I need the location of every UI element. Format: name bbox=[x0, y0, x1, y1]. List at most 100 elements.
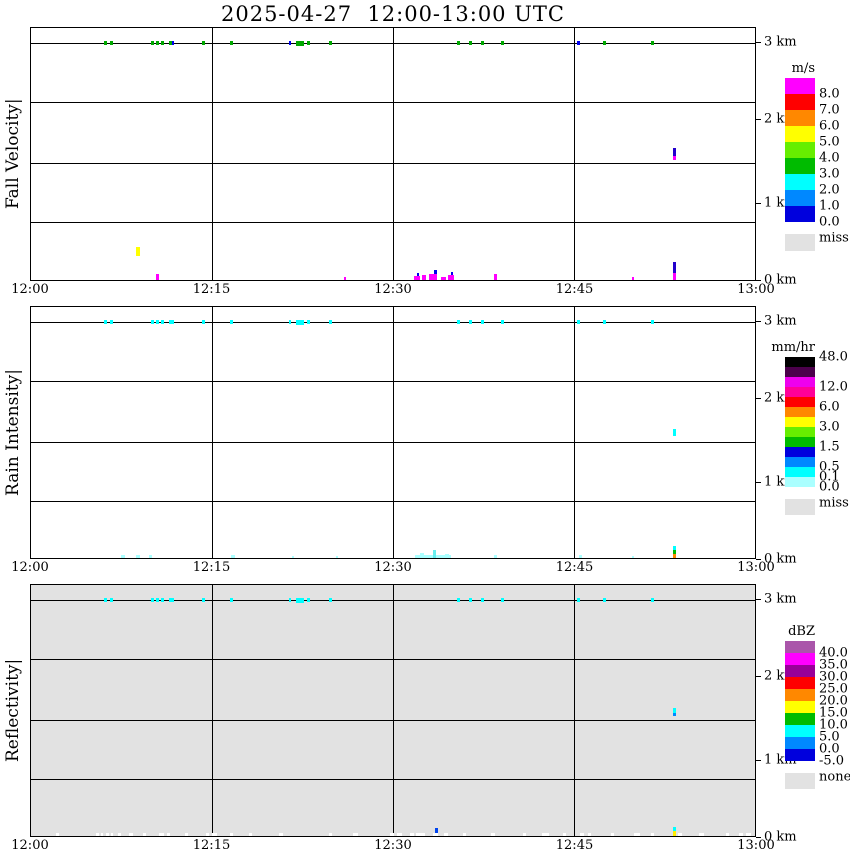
km-tick bbox=[756, 280, 761, 281]
echo-mark bbox=[229, 320, 233, 324]
echo-mark bbox=[56, 833, 60, 836]
time-gridline bbox=[574, 28, 575, 280]
time-tick-label: 12:45 bbox=[555, 560, 594, 575]
colorbar-value-label: 48.0 bbox=[819, 349, 848, 365]
colorbar-missing-cell bbox=[785, 499, 815, 515]
echo-mark bbox=[328, 833, 332, 836]
echo-mark bbox=[101, 833, 104, 836]
colorbar-missing-label: none bbox=[819, 769, 850, 785]
time-gridline bbox=[212, 307, 213, 558]
echo-mark bbox=[156, 320, 160, 324]
echo-mark bbox=[148, 555, 152, 558]
echo-mark bbox=[278, 833, 283, 836]
echo-mark bbox=[494, 555, 498, 558]
echo-mark bbox=[105, 833, 109, 836]
colorbar-cell bbox=[785, 94, 815, 110]
echo-mark bbox=[523, 833, 527, 836]
echo-mark bbox=[650, 41, 654, 45]
echo-mark bbox=[419, 553, 424, 558]
colorbar-cell bbox=[785, 665, 815, 677]
echo-mark bbox=[296, 41, 305, 46]
colorbar-value-label: 15.0 bbox=[819, 705, 848, 721]
echo-mark bbox=[456, 598, 460, 602]
colorbar-cell bbox=[785, 377, 815, 387]
km-tick bbox=[756, 676, 761, 677]
colorbar-missing-cell bbox=[785, 773, 815, 789]
km-tick-label: 3 km bbox=[764, 34, 797, 50]
reflectivity-panel bbox=[30, 584, 756, 837]
colorbar-missing-label: miss bbox=[819, 230, 849, 246]
colorbar-value-label: 0.0 bbox=[819, 479, 840, 495]
echo-mark bbox=[672, 831, 676, 836]
colorbar-cell bbox=[785, 126, 815, 142]
echo-mark bbox=[491, 833, 496, 836]
colorbar-cell bbox=[785, 158, 815, 174]
echo-mark bbox=[422, 275, 427, 280]
km-tick bbox=[756, 42, 761, 43]
time-tick-label: 12:30 bbox=[374, 282, 412, 297]
echo-mark bbox=[328, 41, 332, 45]
echo-mark bbox=[169, 320, 173, 324]
echo-mark bbox=[142, 833, 146, 836]
echo-mark bbox=[445, 554, 450, 558]
echo-mark bbox=[289, 598, 292, 602]
colorbar-cell bbox=[785, 387, 815, 397]
time-tick-label: 12:15 bbox=[192, 282, 231, 297]
echo-mark bbox=[672, 273, 676, 280]
colorbar-cell bbox=[785, 367, 815, 377]
echo-mark bbox=[129, 833, 134, 836]
km-tick bbox=[756, 837, 761, 838]
echo-mark bbox=[432, 833, 438, 836]
echo-mark bbox=[167, 833, 171, 836]
echo-mark bbox=[151, 320, 155, 324]
colorbar-cell bbox=[785, 190, 815, 206]
time-tick-label: 13:00 bbox=[737, 282, 775, 297]
colorbar-value-label: 5.0 bbox=[819, 134, 840, 150]
colorbar-value-label: 20.0 bbox=[819, 693, 848, 709]
colorbar-cell bbox=[785, 737, 815, 749]
echo-mark bbox=[672, 554, 676, 558]
colorbar-unit-label: m/s bbox=[791, 61, 815, 76]
echo-mark bbox=[211, 833, 217, 836]
km-tick bbox=[756, 559, 761, 560]
km-tick-label: 0 km bbox=[764, 829, 797, 845]
echo-mark bbox=[328, 320, 332, 324]
colorbar-value-label: 35.0 bbox=[819, 657, 848, 673]
echo-mark bbox=[541, 833, 549, 836]
reflectivity-axis-label: Reflectivity| bbox=[3, 658, 23, 763]
echo-mark bbox=[468, 320, 472, 324]
colorbar-value-label: 7.0 bbox=[819, 102, 840, 118]
echo-mark bbox=[577, 598, 581, 602]
colorbar-value-label: 4.0 bbox=[819, 150, 840, 166]
echo-mark bbox=[110, 833, 113, 836]
colorbar-cell bbox=[785, 110, 815, 126]
echo-mark bbox=[456, 320, 460, 324]
echo-mark bbox=[501, 41, 505, 45]
echo-mark bbox=[447, 275, 454, 280]
colorbar-value-label: 30.0 bbox=[819, 669, 848, 685]
km-tick-label: 0 km bbox=[764, 272, 797, 288]
km-tick bbox=[756, 482, 761, 483]
colorbar-value-label: 2.0 bbox=[819, 182, 840, 198]
colorbar-missing-label: miss bbox=[819, 495, 849, 511]
rain-intensity-axis-label: Rain Intensity| bbox=[3, 369, 23, 496]
echo-mark bbox=[416, 833, 426, 836]
echo-mark bbox=[169, 41, 173, 45]
echo-mark bbox=[289, 320, 292, 324]
fall-velocity-time-axis: 12:00 12:15 12:30 12:45 13:00 bbox=[11, 282, 774, 297]
km-tick-label: 0 km bbox=[764, 551, 797, 567]
echo-mark bbox=[396, 833, 402, 836]
colorbar-value-label: 3.0 bbox=[819, 419, 840, 435]
echo-mark bbox=[577, 320, 581, 324]
colorbar-value-label: 0.0 bbox=[819, 214, 840, 230]
time-tick-label: 12:30 bbox=[374, 838, 412, 853]
echo-mark bbox=[202, 41, 206, 45]
fall-velocity-panel bbox=[30, 27, 756, 281]
echo-mark bbox=[441, 277, 447, 280]
echo-mark bbox=[738, 833, 743, 836]
echo-mark bbox=[501, 598, 505, 602]
colorbar-cell bbox=[785, 206, 815, 222]
colorbar-cell bbox=[785, 142, 815, 158]
colorbar-value-label: 1.5 bbox=[819, 439, 840, 455]
echo-mark bbox=[307, 41, 311, 45]
